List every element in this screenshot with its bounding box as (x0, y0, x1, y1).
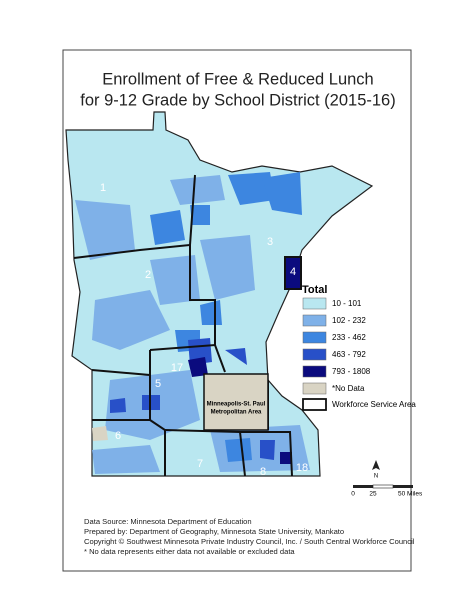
legend-swatch (302, 297, 327, 310)
legend-swatch (302, 398, 327, 411)
legend-label: 10 - 101 (332, 299, 362, 308)
footer-line: Prepared by: Department of Geography, Mi… (84, 527, 344, 536)
legend-swatch (302, 382, 327, 395)
legend-swatch (302, 331, 327, 344)
metro-label: Metropolitan Area (211, 410, 262, 416)
scale-label: 0 (351, 491, 355, 498)
districts-top (188, 256, 300, 464)
legend-swatch (302, 314, 327, 327)
workforce-boundaries (73, 174, 302, 477)
legend: Total 10 - 101 102 - 232 233 - 462 463 - 79… (302, 284, 416, 411)
legend-label: 793 - 1808 (332, 367, 371, 376)
region-label: 2 (145, 269, 151, 281)
region-label: 7 (197, 458, 203, 470)
region-label: 17 (171, 362, 183, 374)
scale-bar: 0 25 50 Miles (351, 484, 423, 498)
region-label: 4 (290, 266, 296, 278)
title-line: Enrollment of Free & Reduced Lunch (102, 70, 374, 88)
scale-label: 25 (369, 491, 377, 498)
region-label: 3 (267, 236, 273, 248)
footer: Data Source: Minnesota Department of Edu… (84, 517, 415, 556)
legend-title: Total (302, 284, 327, 296)
map: Minneapolis-St. Paul Metropolitan Area 1… (65, 111, 374, 478)
metro-label: Minneapolis-St. Paul (207, 402, 266, 408)
north-label: N (374, 474, 378, 480)
legend-label: 463 - 792 (332, 350, 366, 359)
north-arrow: N (372, 460, 380, 480)
metro-area (203, 373, 269, 431)
legend-label: 102 - 232 (332, 316, 366, 325)
title-line: for 9-12 Grade by School District (2015-… (80, 91, 395, 109)
footer-line: Data Source: Minnesota Department of Edu… (84, 517, 252, 526)
region-label: 5 (155, 378, 161, 390)
legend-label: 233 - 462 (332, 333, 366, 342)
frame (62, 49, 412, 572)
footer-line: Copyright © Southwest Minnesota Private … (84, 537, 415, 546)
region-label: 1 (100, 182, 106, 194)
legend-swatch (302, 348, 327, 361)
legend-swatch (302, 365, 327, 378)
region-label: 8 (260, 466, 266, 478)
scale-label: 50 Miles (398, 491, 423, 498)
region-label: 6 (115, 430, 121, 442)
footer-line: * No data represents either data not ava… (84, 547, 295, 556)
region-labels: 1 2 3 4 17 5 6 7 8 18 (100, 182, 308, 478)
legend-label: Workforce Service Area (332, 400, 416, 409)
region-label: 18 (296, 462, 308, 474)
districts-mid (75, 175, 310, 474)
legend-label: *No Data (332, 384, 365, 393)
